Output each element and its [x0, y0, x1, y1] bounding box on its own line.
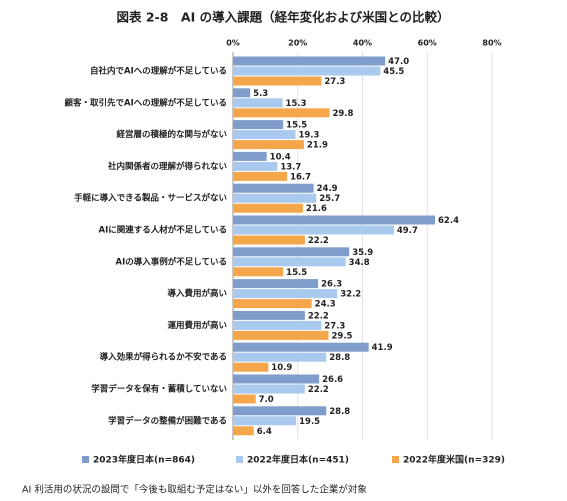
bar — [233, 362, 269, 372]
bar — [233, 416, 297, 426]
bar — [233, 130, 296, 140]
y-tick-label: AIの導入事例が不足している — [116, 256, 228, 267]
value-label: 19.3 — [298, 131, 319, 141]
bar — [233, 320, 322, 330]
value-label: 26.3 — [321, 280, 342, 290]
bar — [233, 120, 284, 130]
x-tick-label: 80% — [482, 39, 501, 48]
bar — [233, 257, 346, 267]
bar — [233, 267, 284, 277]
bar — [233, 56, 386, 66]
bar — [233, 289, 338, 299]
legend-label: 2022年度日本(n=451) — [247, 454, 349, 466]
value-label: 10.9 — [271, 363, 292, 373]
value-label: 45.5 — [383, 67, 404, 77]
value-label: 24.9 — [317, 184, 338, 194]
legend-swatch — [392, 456, 399, 463]
x-tick-label: 20% — [288, 39, 307, 48]
value-label: 47.0 — [388, 57, 409, 67]
legend-label: 2022年度米国(n=329) — [403, 454, 505, 466]
value-label: 26.6 — [322, 375, 343, 385]
value-label: 5.3 — [253, 89, 268, 99]
y-tick-label: 手軽に導入できる製品・サービスがない — [74, 193, 227, 204]
chart-title: 図表 2-8 AI の導入課題（経年変化および米国との比較） — [117, 10, 450, 25]
value-label: 49.7 — [397, 226, 418, 236]
footnote: AI 利活用の状況の設問で「今後も取組む予定はない」以外を回答した企業が対象 — [22, 484, 367, 496]
value-label: 34.8 — [349, 258, 370, 268]
bar — [233, 310, 305, 320]
bar — [233, 247, 350, 257]
bar — [233, 88, 251, 98]
legend-swatch — [82, 456, 89, 463]
value-label: 19.5 — [299, 417, 320, 427]
y-tick-label: 導入効果が得られるか不安である — [100, 352, 227, 363]
y-tick-label: 運用費用が高い — [167, 320, 227, 331]
x-tick-label: 40% — [353, 39, 372, 48]
bar — [233, 426, 254, 436]
y-tick-label: 自社内でAIへの理解が不足している — [90, 66, 227, 77]
value-label: 24.3 — [315, 300, 336, 310]
value-label: 25.7 — [319, 194, 340, 204]
bar — [233, 151, 267, 161]
value-label: 32.2 — [340, 290, 361, 300]
bar — [233, 235, 305, 245]
y-tick-label: 社内関係者の理解が得られない — [107, 161, 227, 172]
value-label: 29.8 — [332, 109, 353, 119]
bar — [233, 279, 319, 289]
bar — [233, 183, 314, 193]
bar — [233, 203, 303, 213]
x-tick-label: 0% — [226, 39, 240, 48]
bar — [233, 225, 394, 235]
value-label: 21.6 — [306, 204, 327, 214]
bar — [233, 193, 317, 203]
value-label: 6.4 — [257, 427, 272, 437]
value-label: 16.7 — [290, 172, 311, 182]
value-label: 22.2 — [308, 236, 329, 246]
value-label: 10.4 — [270, 152, 291, 162]
bar — [233, 66, 381, 76]
value-label: 7.0 — [259, 395, 274, 405]
bar — [233, 330, 329, 340]
value-label: 35.9 — [352, 248, 373, 258]
value-label: 15.5 — [286, 121, 307, 131]
x-tick-label: 60% — [418, 39, 437, 48]
y-tick-label: AIに関連する人材が不足している — [99, 225, 228, 236]
value-label: 21.9 — [307, 141, 328, 151]
bar — [233, 406, 327, 416]
bar — [233, 394, 256, 404]
bar — [233, 342, 369, 352]
bar — [233, 384, 305, 394]
bar — [233, 98, 283, 108]
value-label: 28.8 — [329, 407, 350, 417]
value-label: 13.7 — [280, 162, 301, 172]
legend-label: 2023年度日本(n=864) — [93, 454, 195, 466]
y-tick-label: 導入費用が高い — [167, 288, 227, 299]
value-label: 27.3 — [324, 321, 345, 331]
bar — [233, 374, 320, 384]
value-label: 15.5 — [286, 268, 307, 278]
value-label: 15.3 — [286, 99, 307, 109]
value-label: 22.2 — [308, 311, 329, 321]
bar — [233, 215, 436, 225]
bar — [233, 171, 288, 181]
bar — [233, 76, 322, 86]
y-tick-label: 学習データを保有・蓄積していない — [91, 384, 227, 395]
value-label: 29.5 — [332, 331, 353, 341]
value-label: 62.4 — [438, 216, 459, 226]
bar — [233, 299, 312, 309]
y-tick-label: 経営層の積極的な関与がない — [116, 129, 227, 140]
y-tick-label: 学習データの整備が困難である — [108, 415, 227, 426]
legend-swatch — [236, 456, 243, 463]
value-label: 41.9 — [372, 343, 393, 353]
value-label: 27.3 — [324, 77, 345, 87]
value-label: 22.2 — [308, 385, 329, 395]
y-tick-label: 顧客・取引先でAIへの理解が不足している — [65, 97, 228, 108]
bar — [233, 161, 278, 171]
bar — [233, 108, 330, 118]
bar — [233, 352, 327, 362]
value-label: 28.8 — [329, 353, 350, 363]
bar — [233, 140, 304, 150]
